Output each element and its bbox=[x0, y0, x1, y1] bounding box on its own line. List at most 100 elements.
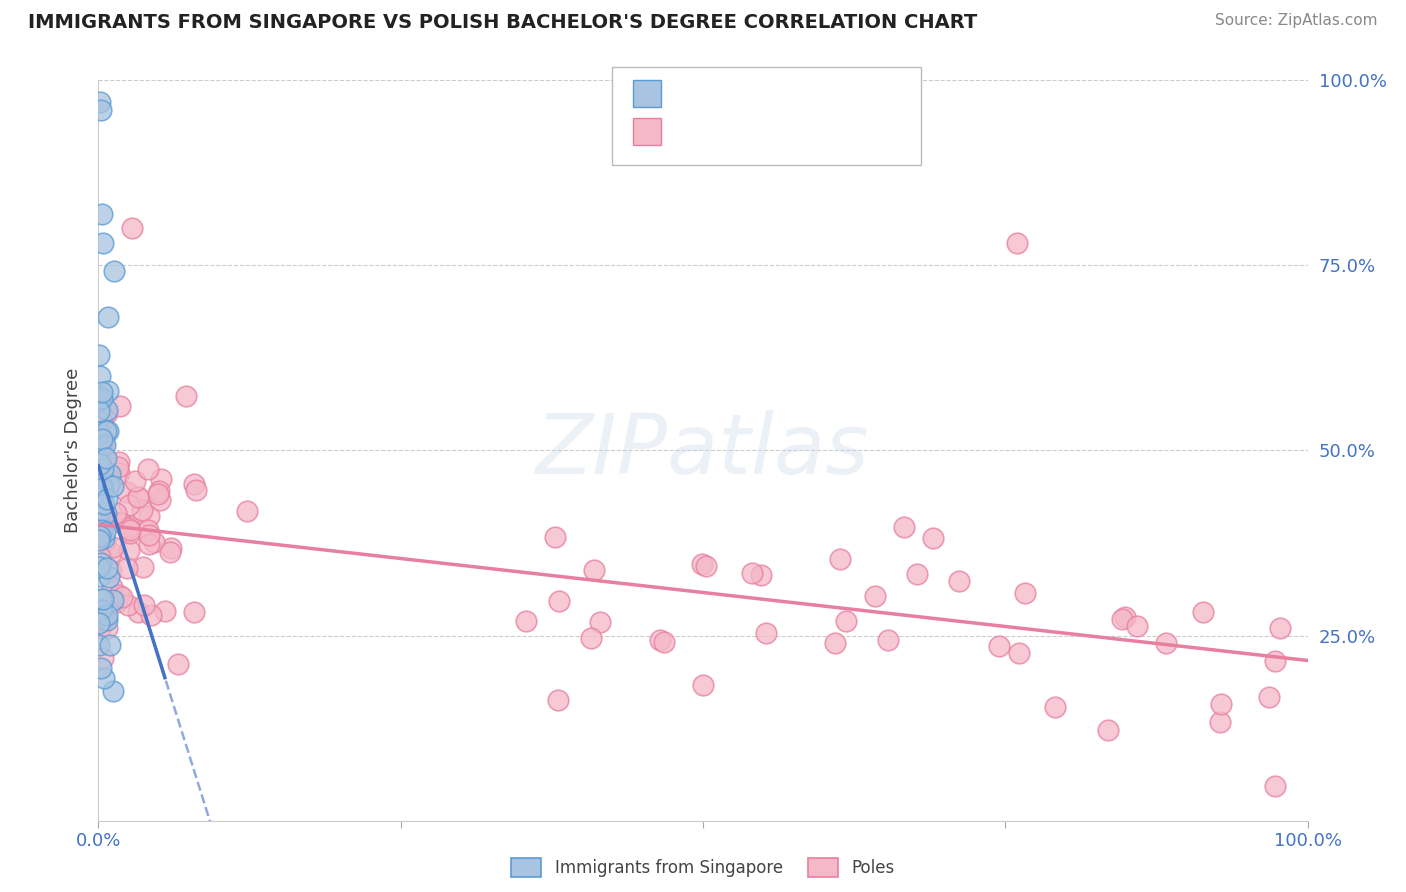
Point bbox=[90, 103, 112, 117]
Point bbox=[108, 399, 131, 413]
Point bbox=[90, 495, 112, 509]
Point bbox=[96, 560, 118, 574]
Point bbox=[90, 479, 112, 493]
Point bbox=[160, 541, 183, 555]
Point bbox=[149, 472, 172, 486]
Point bbox=[91, 415, 114, 429]
Point bbox=[94, 438, 117, 452]
Point bbox=[121, 221, 143, 235]
Point bbox=[120, 524, 142, 538]
Point bbox=[166, 657, 188, 672]
Point bbox=[1097, 723, 1119, 737]
Point bbox=[107, 454, 129, 468]
Point bbox=[117, 521, 139, 535]
Point bbox=[107, 459, 129, 474]
Point bbox=[100, 580, 122, 594]
Point bbox=[89, 505, 111, 519]
Point bbox=[96, 607, 118, 622]
Point bbox=[89, 529, 111, 543]
Point bbox=[89, 95, 111, 110]
Point bbox=[87, 616, 110, 631]
Point bbox=[547, 692, 569, 706]
Point bbox=[98, 467, 121, 482]
Point bbox=[138, 537, 160, 551]
Point bbox=[96, 613, 118, 627]
Point bbox=[120, 526, 142, 541]
Point bbox=[755, 625, 778, 640]
Point bbox=[124, 474, 146, 488]
Point bbox=[921, 531, 943, 545]
Point bbox=[104, 506, 127, 520]
Point bbox=[863, 589, 886, 603]
Point bbox=[236, 504, 259, 518]
Point bbox=[127, 490, 149, 504]
Text: 0.132: 0.132 bbox=[707, 84, 759, 102]
Text: R =: R = bbox=[668, 84, 699, 102]
Point bbox=[96, 403, 118, 417]
Point bbox=[94, 533, 117, 548]
Point bbox=[692, 678, 714, 692]
Point bbox=[93, 498, 115, 512]
Point bbox=[90, 557, 112, 571]
Text: R =: R = bbox=[668, 122, 699, 140]
Point bbox=[108, 588, 131, 602]
Point bbox=[749, 567, 772, 582]
Point bbox=[90, 601, 112, 615]
Point bbox=[134, 598, 156, 612]
Point bbox=[93, 604, 115, 618]
Point bbox=[652, 634, 675, 648]
Point bbox=[93, 531, 115, 545]
Point bbox=[1111, 612, 1133, 626]
Point bbox=[115, 561, 138, 575]
Point bbox=[101, 479, 124, 493]
Point bbox=[90, 439, 112, 453]
Point bbox=[1014, 586, 1036, 600]
Point bbox=[148, 483, 170, 498]
Text: IMMIGRANTS FROM SINGAPORE VS POLISH BACHELOR'S DEGREE CORRELATION CHART: IMMIGRANTS FROM SINGAPORE VS POLISH BACH… bbox=[28, 13, 977, 32]
Point bbox=[87, 516, 110, 530]
Point bbox=[94, 524, 117, 539]
Point bbox=[1114, 610, 1136, 624]
Point bbox=[149, 492, 172, 507]
Point bbox=[90, 520, 112, 534]
Point bbox=[89, 369, 111, 384]
Point bbox=[1270, 621, 1292, 635]
Point bbox=[96, 450, 118, 465]
Point bbox=[111, 590, 134, 604]
Point bbox=[987, 639, 1010, 653]
Point bbox=[159, 545, 181, 559]
Point bbox=[543, 531, 565, 545]
Point bbox=[948, 574, 970, 589]
Point bbox=[97, 384, 120, 398]
Point bbox=[174, 389, 197, 403]
Point bbox=[131, 503, 153, 517]
Point bbox=[90, 523, 112, 537]
Point bbox=[89, 458, 111, 472]
Point bbox=[101, 592, 124, 607]
Point bbox=[96, 424, 118, 438]
Point bbox=[90, 477, 112, 491]
Point bbox=[877, 633, 900, 648]
Point bbox=[90, 524, 112, 539]
Point bbox=[905, 566, 928, 581]
Point bbox=[87, 393, 110, 408]
Text: N =: N = bbox=[770, 122, 801, 140]
Point bbox=[87, 403, 110, 417]
Point bbox=[115, 485, 138, 500]
Point bbox=[100, 546, 122, 560]
Point bbox=[91, 236, 114, 251]
Point bbox=[87, 453, 110, 467]
Point bbox=[101, 684, 124, 698]
Point bbox=[548, 594, 571, 608]
Point bbox=[1264, 779, 1286, 793]
Point bbox=[136, 461, 159, 475]
Point bbox=[741, 566, 763, 581]
Point bbox=[96, 621, 118, 635]
Point bbox=[91, 391, 114, 405]
Point bbox=[94, 507, 117, 521]
Point bbox=[91, 206, 114, 220]
Point bbox=[148, 487, 170, 501]
Legend: Immigrants from Singapore, Poles: Immigrants from Singapore, Poles bbox=[505, 851, 901, 884]
Point bbox=[893, 520, 915, 534]
Point bbox=[89, 638, 111, 652]
